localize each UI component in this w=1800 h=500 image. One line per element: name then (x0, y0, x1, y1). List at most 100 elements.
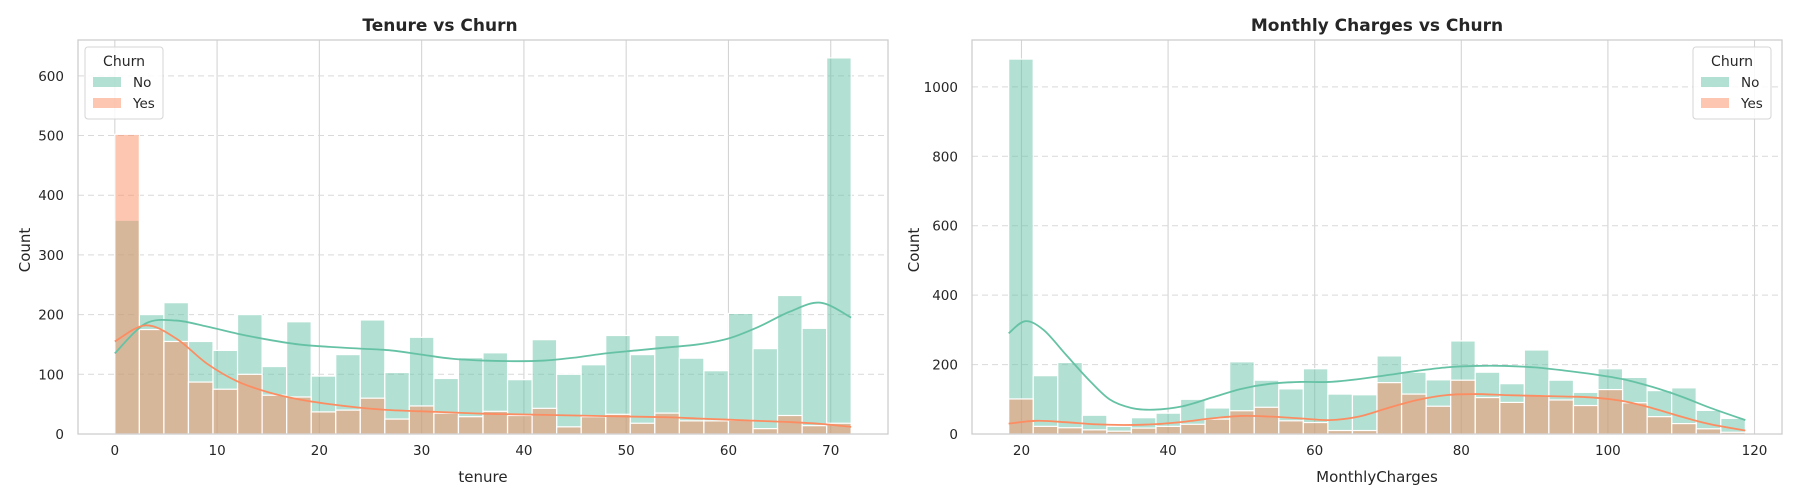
x-tick-label: 40 (515, 443, 532, 459)
bar-yes (433, 412, 460, 435)
y-tick-label: 800 (932, 149, 958, 165)
kde-line-no (114, 301, 852, 363)
monthly-charges-y-ticks: 0 200 400 600 800 1000 (924, 80, 958, 443)
bar-yes (1671, 422, 1697, 435)
bar-yes (1155, 425, 1182, 435)
x-tick-label: 70 (822, 443, 839, 459)
x-axis-label: MonthlyCharges (1316, 468, 1438, 486)
bar-yes (261, 394, 288, 435)
x-tick-label: 0 (111, 443, 120, 459)
bar-no (1032, 375, 1059, 435)
bar-yes (310, 411, 337, 435)
bar-yes (703, 420, 730, 435)
bar-yes (138, 328, 165, 435)
bar-yes (1695, 428, 1722, 435)
x-tick-label: 120 (1742, 443, 1768, 459)
bar-yes (1057, 427, 1083, 435)
y-tick-label: 600 (38, 69, 64, 85)
bar-yes (580, 416, 607, 435)
y-tick-label: 200 (38, 308, 64, 324)
bar-yes (286, 396, 312, 435)
bar-yes (556, 426, 582, 435)
bar-no (826, 57, 852, 435)
y-tick-label: 300 (38, 248, 64, 264)
bar-yes (1597, 388, 1624, 435)
y-tick-label: 0 (949, 427, 958, 443)
bar-yes (1008, 398, 1034, 435)
bar-yes (187, 381, 214, 435)
bar-yes (1253, 406, 1280, 435)
monthly-charges-kde-lines (1008, 320, 1746, 432)
x-tick-label: 10 (208, 443, 225, 459)
bar-no (801, 327, 828, 435)
x-tick-label: 30 (413, 443, 430, 459)
legend-title: Churn (1711, 54, 1753, 70)
bar-yes (1425, 405, 1452, 435)
y-tick-label: 200 (932, 358, 958, 374)
y-axis-label: Count (905, 228, 923, 273)
x-tick-label: 20 (311, 443, 328, 459)
x-axis-label: tenure (458, 468, 507, 486)
bar-yes (727, 419, 754, 435)
bar-yes (752, 428, 779, 435)
bar-yes (1474, 396, 1501, 435)
legend-swatch-no (1701, 77, 1729, 87)
kde-line-no (1008, 320, 1746, 421)
x-tick-label: 80 (1453, 443, 1470, 459)
bar-yes (1302, 421, 1329, 435)
legend-label-yes: Yes (1740, 96, 1763, 112)
legend-label-no: No (133, 75, 151, 91)
bar-yes (1499, 401, 1525, 435)
bar-yes (506, 414, 533, 435)
monthly-charges-chart: 20 40 60 80 100 120 0 200 400 600 800 1000 Monthly… (905, 16, 1783, 486)
legend-label-yes: Yes (132, 96, 155, 112)
y-tick-label: 400 (38, 188, 64, 204)
tenure-legend: Churn No Yes (84, 46, 164, 120)
bar-yes (1229, 410, 1255, 435)
x-tick-label: 100 (1595, 443, 1621, 459)
y-tick-label: 600 (932, 219, 958, 235)
bar-no (629, 354, 656, 435)
bar-yes (384, 418, 410, 435)
bar-yes (531, 407, 558, 435)
tenure-x-ticks: 0 10 20 30 40 50 60 70 (111, 443, 840, 459)
y-tick-label: 1000 (924, 80, 958, 96)
x-tick-label: 60 (1306, 443, 1323, 459)
bar-yes (457, 416, 484, 435)
x-tick-label: 40 (1159, 443, 1176, 459)
x-tick-label: 50 (618, 443, 635, 459)
bar-yes (1130, 427, 1157, 435)
bar-yes (1278, 420, 1304, 435)
y-axis-label: Count (16, 228, 34, 273)
tenure-plot-frame (77, 39, 889, 435)
monthly-charges-plot-frame (971, 39, 1783, 435)
bar-yes (1204, 418, 1231, 435)
kde-line-yes (114, 324, 852, 428)
bar-yes (776, 414, 803, 435)
bar-yes (1572, 404, 1599, 435)
bar-no (1327, 393, 1354, 435)
y-tick-label: 400 (932, 288, 958, 304)
monthly-charges-x-ticks: 20 40 60 80 100 120 (1013, 443, 1768, 459)
legend-swatch-no (93, 77, 121, 87)
bar-yes (801, 425, 828, 435)
bar-yes (1032, 425, 1059, 435)
bar-no (1008, 58, 1034, 435)
bar-yes (335, 409, 361, 435)
y-tick-label: 500 (38, 129, 64, 145)
tenure-chart: 0 10 20 30 40 50 60 70 0 100 200 300 400 500 600 Tenu… (16, 16, 889, 486)
y-tick-label: 0 (55, 427, 64, 443)
bar-yes (1523, 395, 1550, 435)
legend-swatch-yes (93, 98, 121, 108)
bar-yes (359, 397, 386, 435)
tenure-kde-lines (114, 301, 852, 428)
bar-no (556, 373, 582, 435)
bar-yes (1450, 379, 1476, 435)
tenure-y-ticks: 0 100 200 300 400 500 600 (38, 69, 64, 443)
bar-yes (1548, 399, 1575, 435)
bar-yes (1179, 423, 1206, 435)
bar-yes (114, 133, 140, 435)
monthly-charges-bars (1008, 58, 1746, 435)
bar-yes (629, 422, 656, 435)
